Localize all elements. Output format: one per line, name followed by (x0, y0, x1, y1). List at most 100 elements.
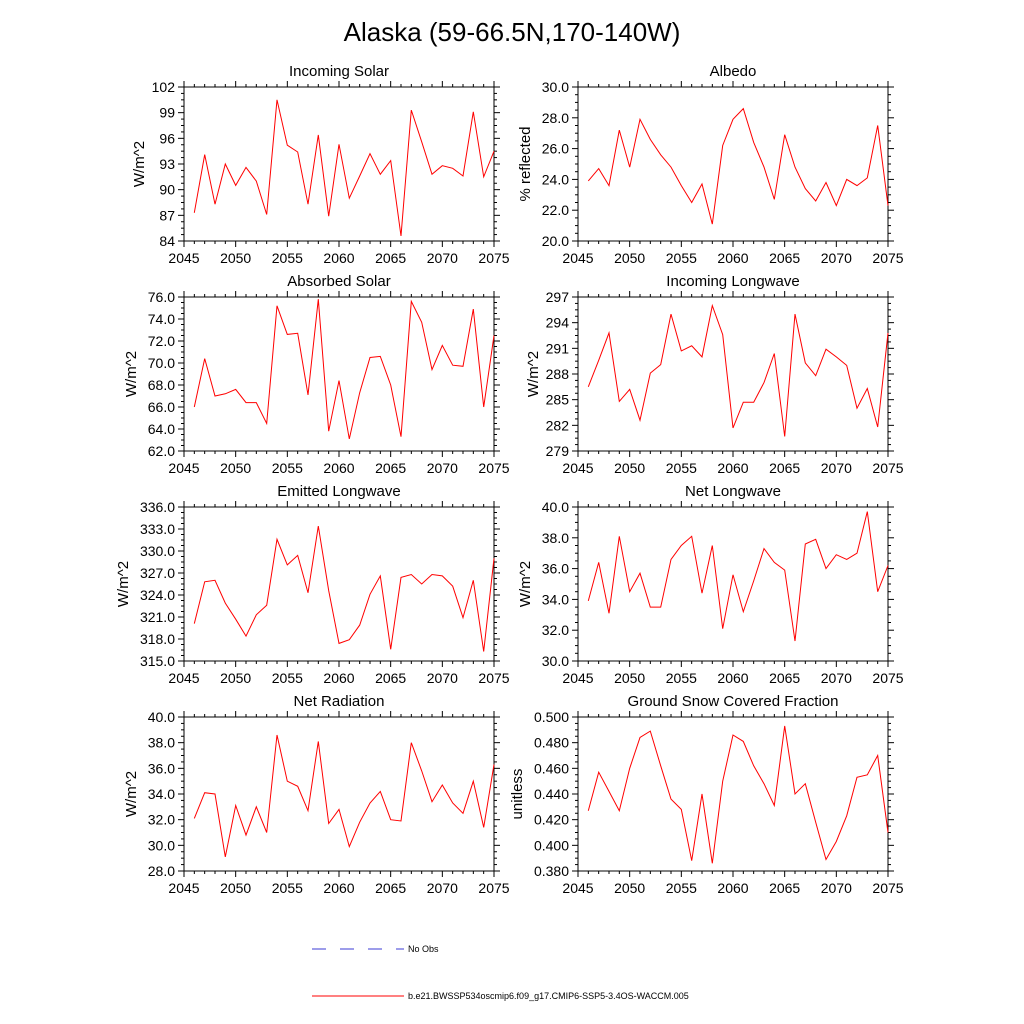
panel-title: Absorbed Solar (287, 273, 390, 290)
y-tick-label: 28.0 (148, 863, 175, 879)
x-tick-label: 2060 (717, 250, 748, 266)
y-axis-label: W/m^2 (131, 141, 148, 187)
y-tick-label: 34.0 (148, 786, 175, 802)
x-tick-label: 2065 (375, 880, 406, 896)
x-tick-label: 2075 (478, 670, 509, 686)
y-tick-label: 102 (152, 79, 176, 95)
y-tick-label: 62.0 (148, 443, 175, 459)
y-tick-label: 20.0 (542, 233, 569, 249)
x-tick-label: 2045 (168, 250, 199, 266)
panel-title: Incoming Solar (289, 63, 389, 80)
x-tick-label: 2070 (427, 880, 458, 896)
x-tick-label: 2070 (821, 880, 852, 896)
y-tick-label: 93 (159, 156, 175, 172)
y-axis-label: W/m^2 (115, 561, 132, 607)
x-tick-label: 2055 (272, 670, 303, 686)
panel-albedo: Albedo 20.0 22.0 24.0 26.0 28.0 30.0 2045 2050 20… (517, 63, 904, 266)
panel-emitted-longwave: Emitted Longwave 315.0 318.0 321.0 324.0 327.… (115, 483, 510, 686)
x-tick-label: 2070 (427, 670, 458, 686)
x-tick-label: 2075 (872, 670, 903, 686)
plot-frame (183, 506, 495, 662)
x-tick-label: 2050 (220, 250, 251, 266)
y-tick-label: 96 (159, 130, 175, 146)
y-tick-label: 28.0 (542, 110, 569, 126)
x-tick-label: 2065 (375, 250, 406, 266)
series-line-model (587, 303, 889, 437)
panel-title: Albedo (710, 63, 757, 80)
panel-title: Emitted Longwave (277, 483, 400, 500)
y-tick-label: 70.0 (148, 355, 175, 371)
x-tick-label: 2065 (375, 670, 406, 686)
y-axis-label: % reflected (517, 126, 534, 201)
plot-frame (183, 296, 495, 452)
x-tick-label: 2045 (562, 250, 593, 266)
x-tick-label: 2045 (168, 670, 199, 686)
x-tick-label: 2055 (272, 460, 303, 476)
series-line-model (587, 511, 889, 642)
x-tick-label: 2070 (821, 250, 852, 266)
y-tick-label: 279 (546, 443, 570, 459)
panel-incoming-solar: Incoming Solar 84 87 90 93 96 99 102 2045 2050 205… (131, 63, 510, 266)
x-tick-label: 2075 (478, 880, 509, 896)
x-tick-label: 2070 (427, 460, 458, 476)
legend: No Obs b.e21.BWSSP534oscmip6.f09_g17.CMI… (312, 944, 689, 1001)
x-tick-label: 2050 (614, 460, 645, 476)
x-tick-label: 2070 (821, 460, 852, 476)
x-tick-label: 2050 (614, 670, 645, 686)
panel-absorbed-solar: Absorbed Solar 62.0 64.0 66.0 68.0 70.0 72.0 74… (123, 273, 510, 476)
panel-ground-snow-covered-fraction: Ground Snow Covered Fraction 0.380 0.400 0.… (509, 693, 904, 896)
y-tick-label: 99 (159, 105, 175, 121)
series-line-model (587, 725, 889, 864)
y-tick-label: 40.0 (542, 499, 569, 515)
y-tick-label: 330.0 (140, 543, 175, 559)
y-tick-label: 36.0 (148, 760, 175, 776)
x-tick-label: 2055 (666, 880, 697, 896)
y-tick-label: 0.400 (534, 837, 569, 853)
y-tick-label: 26.0 (542, 141, 569, 157)
y-tick-label: 36.0 (542, 561, 569, 577)
y-tick-label: 291 (546, 340, 570, 356)
x-tick-label: 2055 (272, 880, 303, 896)
panels: Incoming Solar 84 87 90 93 96 99 102 2045 2050 205… (115, 63, 904, 896)
x-tick-label: 2060 (323, 250, 354, 266)
plot-frame (183, 86, 495, 242)
y-tick-label: 32.0 (148, 812, 175, 828)
y-tick-label: 30.0 (542, 653, 569, 669)
y-tick-label: 34.0 (542, 591, 569, 607)
y-axis-label: W/m^2 (517, 561, 534, 607)
x-tick-label: 2045 (168, 880, 199, 896)
y-axis-label: W/m^2 (123, 351, 140, 397)
series-line-model (587, 107, 889, 225)
y-tick-label: 294 (546, 315, 570, 331)
y-tick-label: 30.0 (148, 837, 175, 853)
panel-title: Incoming Longwave (666, 273, 799, 290)
x-tick-label: 2045 (168, 460, 199, 476)
y-tick-label: 22.0 (542, 202, 569, 218)
y-tick-label: 0.460 (534, 760, 569, 776)
y-tick-label: 64.0 (148, 421, 175, 437)
y-tick-label: 333.0 (140, 521, 175, 537)
y-tick-label: 24.0 (542, 171, 569, 187)
y-tick-label: 84 (159, 233, 175, 249)
x-tick-label: 2050 (614, 880, 645, 896)
y-tick-label: 315.0 (140, 653, 175, 669)
x-tick-label: 2050 (614, 250, 645, 266)
y-tick-label: 0.500 (534, 709, 569, 725)
x-tick-label: 2060 (717, 670, 748, 686)
series-line-model (193, 99, 495, 236)
series-line-model (193, 526, 495, 652)
plot-frame (577, 716, 889, 872)
x-tick-label: 2060 (323, 460, 354, 476)
y-tick-label: 30.0 (542, 79, 569, 95)
x-tick-label: 2045 (562, 460, 593, 476)
x-tick-label: 2060 (717, 460, 748, 476)
y-tick-label: 38.0 (148, 735, 175, 751)
y-tick-label: 282 (546, 417, 570, 433)
x-tick-label: 2055 (272, 250, 303, 266)
x-tick-label: 2065 (769, 460, 800, 476)
y-axis-label: W/m^2 (525, 351, 542, 397)
x-tick-label: 2075 (478, 250, 509, 266)
x-tick-label: 2070 (427, 250, 458, 266)
x-tick-label: 2055 (666, 460, 697, 476)
